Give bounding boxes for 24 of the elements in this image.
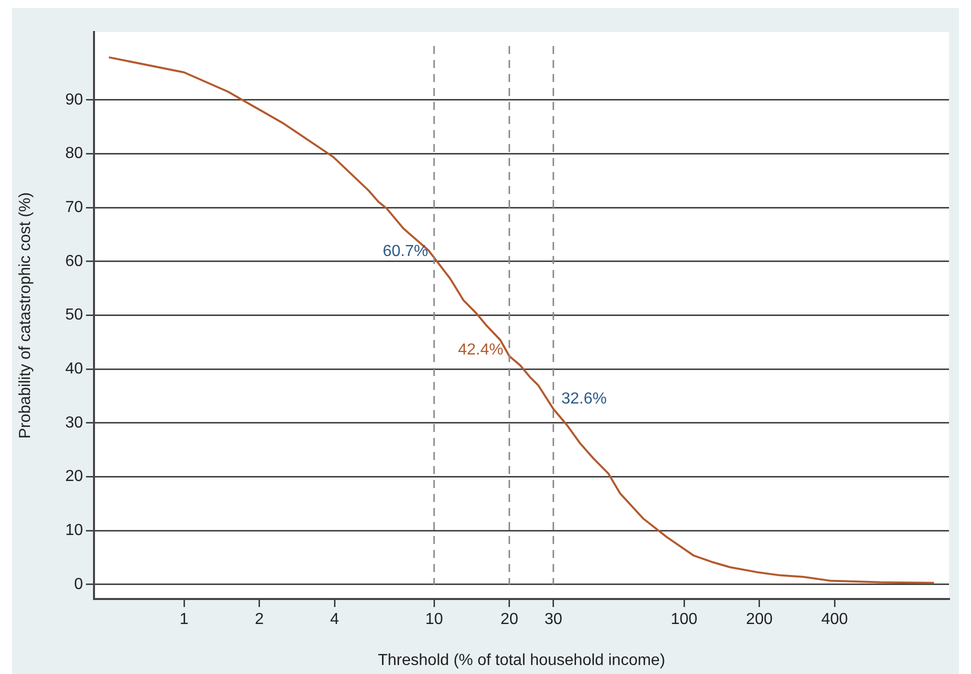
x-tick-label: 4	[330, 611, 340, 628]
annotation: 60.7%	[382, 243, 428, 260]
x-tick-label: 100	[670, 611, 698, 628]
x-tick-label: 1	[180, 611, 189, 628]
x-tick-label: 10	[425, 611, 444, 628]
x-tick-label: 200	[746, 611, 773, 628]
y-axis-title: Probability of catastrophic cost (%)	[17, 192, 34, 439]
y-tick-label: 50	[65, 306, 84, 324]
x-tick-label: 400	[821, 611, 848, 628]
y-tick-label: 60	[65, 252, 84, 270]
y-tick-label: 80	[65, 145, 84, 162]
x-tick-label: 30	[544, 611, 562, 628]
y-tick-label: 40	[65, 360, 84, 378]
y-tick-label: 10	[65, 522, 84, 540]
x-tick-label: 20	[500, 611, 518, 628]
annotation: 42.4%	[458, 342, 504, 359]
x-tick-label: 2	[254, 611, 264, 628]
y-tick-label: 30	[65, 414, 84, 432]
y-tick-label: 0	[74, 576, 84, 593]
y-tick-label: 70	[65, 198, 84, 216]
annotation: 32.6%	[561, 390, 607, 408]
x-axis-title: Threshold (% of total household income)	[378, 652, 666, 669]
y-tick-label: 20	[65, 468, 84, 486]
y-tick-label: 90	[65, 91, 84, 108]
